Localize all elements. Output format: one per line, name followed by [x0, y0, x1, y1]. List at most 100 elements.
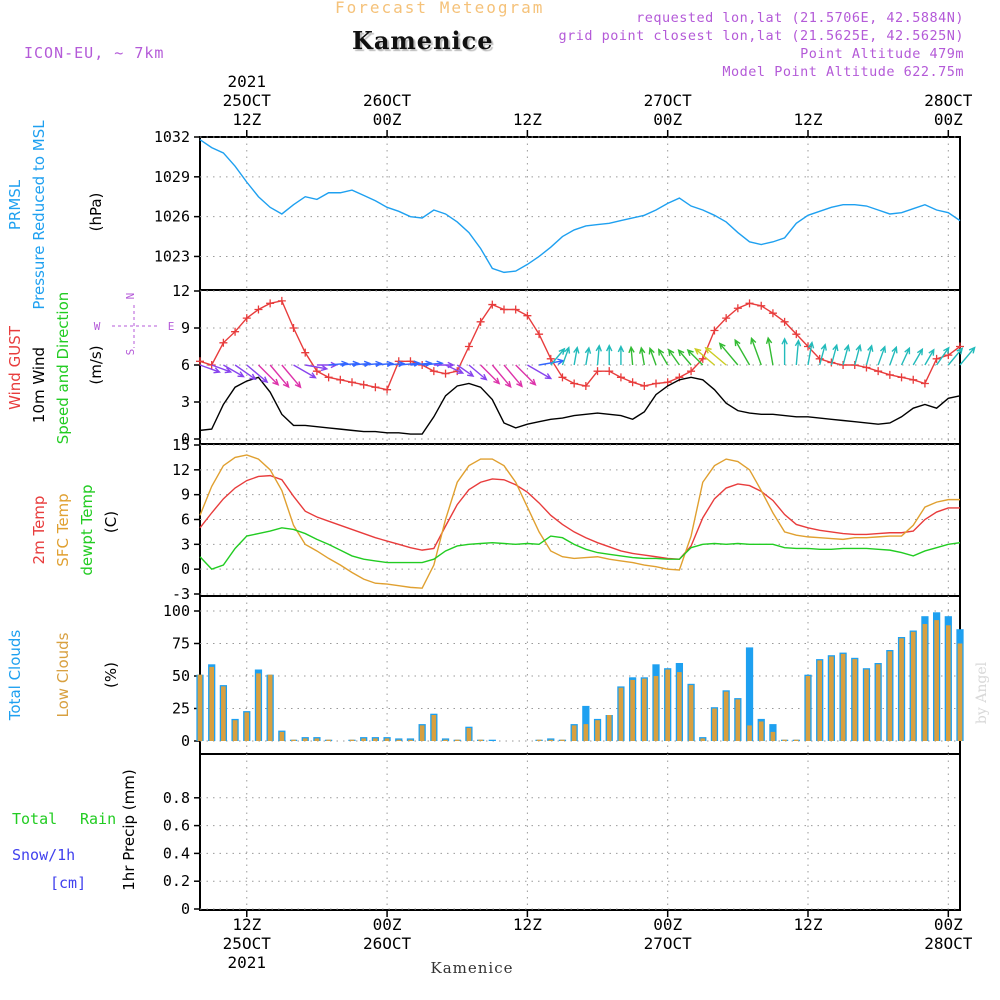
gust-point [546, 354, 555, 363]
bar-clouds-1 [431, 715, 437, 741]
time-label-bottom: 12Z [232, 915, 261, 934]
wind-direction-arrow [199, 364, 221, 374]
gust-point [745, 299, 754, 308]
gust-point [628, 378, 637, 387]
requested-coordinates: requested lon,lat (21.5706E, 42.5884N) [636, 10, 964, 26]
gust-point [231, 327, 240, 336]
bar-clouds-1 [747, 725, 752, 741]
grid-point-coordinates: grid point closest lon,lat (21.5625E, 42… [558, 28, 964, 44]
y-tick-label: 9 [181, 319, 190, 337]
y-tick-label: 25 [172, 700, 190, 718]
bar-clouds-1 [197, 674, 203, 741]
compass-south: S [124, 349, 137, 356]
temp-dewpoint-label: dewpt Temp [78, 484, 96, 575]
gust-point [289, 324, 298, 332]
gust-point [464, 342, 473, 351]
time-label-top: 2021 [228, 72, 267, 91]
gust-point [196, 357, 204, 366]
precip-rain-label: Rain [80, 810, 116, 828]
gust-point [500, 305, 508, 314]
clouds-total-label: Total Clouds [6, 630, 24, 722]
wind-direction-arrow [667, 348, 680, 366]
bar-clouds-0 [488, 739, 496, 741]
bar-clouds-1 [256, 673, 261, 741]
bar-clouds-1 [478, 739, 483, 741]
gust-point [476, 317, 485, 326]
y-tick-label: 50 [172, 667, 190, 685]
wind-direction-arrow [456, 364, 475, 378]
bar-clouds-1 [571, 725, 577, 741]
y-tick-label: 3 [181, 393, 190, 411]
bar-clouds-1 [665, 669, 671, 741]
bar-clouds-1 [361, 738, 367, 741]
gust-point [874, 367, 883, 376]
bar-clouds-1 [595, 720, 600, 741]
wind-direction-arrow [387, 360, 406, 368]
wind-direction-arrow [398, 360, 422, 367]
wind-direction-arrow [807, 341, 815, 366]
time-label-bottom: 00Z [934, 915, 963, 934]
bar-clouds-1 [349, 739, 355, 741]
time-label-bottom: 25OCT [223, 934, 272, 953]
bar-clouds-1 [875, 664, 881, 741]
gust-point [780, 317, 789, 326]
model-altitude: Model Point Altitude 622.75m [722, 64, 964, 80]
time-label-top: 00Z [934, 110, 963, 129]
bar-clouds-0 [745, 647, 754, 741]
wind-direction-arrow [503, 364, 523, 388]
wind-direction-arrow [340, 360, 361, 368]
bar-clouds-1 [267, 674, 273, 741]
gust-point [242, 314, 251, 323]
wind-direction-arrow [794, 339, 802, 366]
wind-direction-arrow [830, 343, 839, 366]
gust-point [429, 367, 438, 376]
bar-clouds-1 [712, 708, 717, 741]
wind-direction-arrow [468, 364, 488, 381]
bar-clouds-1 [606, 715, 612, 741]
gust-point [488, 300, 497, 309]
wind-direction-arrow [234, 364, 257, 381]
time-label-bottom: 2021 [228, 953, 267, 972]
wind-direction-arrow [375, 360, 395, 368]
bar-clouds-1 [221, 686, 226, 741]
bar-clouds-1 [314, 738, 320, 741]
time-label-bottom: 27OCT [644, 934, 693, 953]
gust-point [535, 330, 544, 339]
y-tick-label: 0 [181, 430, 190, 448]
time-label-top: 25OCT [223, 91, 272, 110]
bar-clouds-1 [700, 738, 706, 741]
wind-direction-arrow [657, 348, 669, 366]
gust-point [558, 373, 567, 382]
wind-direction-arrow [947, 347, 964, 366]
wind-direction-arrow [328, 360, 349, 368]
bar-clouds-1 [910, 631, 916, 741]
bar-clouds-1 [793, 739, 799, 741]
wind-direction-arrow [351, 360, 372, 368]
bar-clouds-1 [957, 643, 963, 741]
time-label-top: 00Z [653, 110, 682, 129]
gust-point [523, 311, 532, 320]
credit-watermark: by Angel [974, 661, 990, 724]
time-label-top: 26OCT [363, 91, 412, 110]
bar-clouds-1 [864, 669, 869, 741]
temp-unit: (C) [102, 511, 120, 533]
time-label-bottom: 12Z [513, 915, 542, 934]
clouds-unit: (%) [102, 662, 120, 688]
bar-clouds-1 [373, 738, 378, 741]
gust-point [733, 304, 742, 313]
footer-location: Kamenice [431, 959, 514, 977]
location-title: Kamenice [352, 26, 494, 55]
bar-clouds-1 [688, 685, 694, 741]
wind-direction-arrow [628, 345, 635, 366]
gust-point [909, 375, 918, 384]
bar-clouds-1 [408, 739, 413, 741]
time-label-top: 12Z [232, 110, 261, 129]
time-label-top: 28OCT [924, 91, 973, 110]
wind-direction-arrow [959, 346, 976, 366]
bar-clouds-1 [922, 624, 928, 741]
gust-point [266, 299, 275, 308]
wind-direction-arrow [257, 364, 280, 386]
gust-point [792, 330, 801, 339]
compass-cross [112, 305, 158, 348]
gust-point [815, 354, 824, 363]
